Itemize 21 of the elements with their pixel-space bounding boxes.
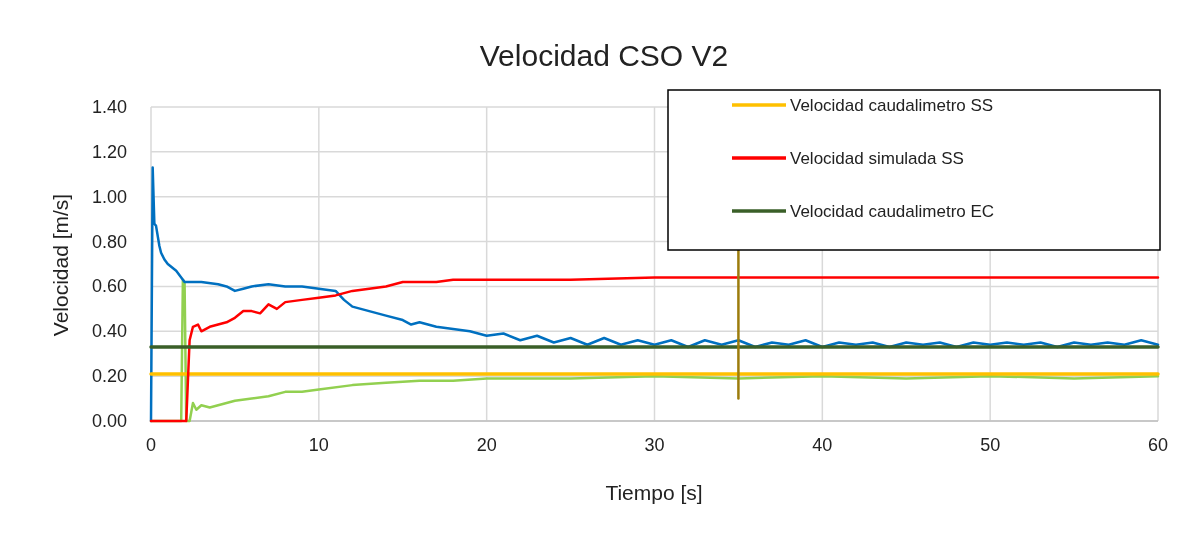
y-tick-label: 0.20 xyxy=(91,366,127,387)
x-tick-label: 40 xyxy=(812,435,833,455)
x-tick-label: 20 xyxy=(476,435,497,455)
legend-label: Velocidad simulada SS xyxy=(790,149,964,168)
x-tick-label: 50 xyxy=(980,435,1001,455)
y-tick-label: 0.80 xyxy=(91,231,127,252)
x-axis-title: Tiempo [s] xyxy=(605,481,703,504)
y-tick-label: 1.40 xyxy=(91,97,127,117)
y-axis-title: Velocidad [m/s] xyxy=(49,193,72,337)
y-tick-label: 0.00 xyxy=(91,411,127,431)
y-tick-label: 1.20 xyxy=(91,141,127,162)
chart-title: Velocidad CSO V2 xyxy=(479,39,729,72)
y-tick-label: 0.40 xyxy=(91,321,127,342)
legend-label: Velocidad caudalimetro EC xyxy=(790,202,995,221)
legend-label: Velocidad caudalimetro SS xyxy=(790,96,994,115)
x-tick-label: 30 xyxy=(644,435,665,455)
y-tick-label: 0.60 xyxy=(91,276,127,297)
x-tick-label: 10 xyxy=(308,435,329,455)
x-tick-label: 0 xyxy=(145,435,157,455)
x-tick-label: 60 xyxy=(1147,435,1169,455)
y-tick-label: 1.00 xyxy=(91,186,127,207)
